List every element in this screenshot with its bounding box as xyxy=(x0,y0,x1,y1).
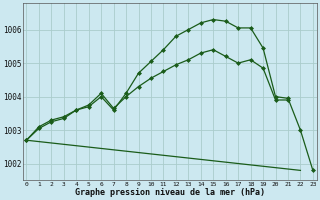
X-axis label: Graphe pression niveau de la mer (hPa): Graphe pression niveau de la mer (hPa) xyxy=(75,188,265,197)
